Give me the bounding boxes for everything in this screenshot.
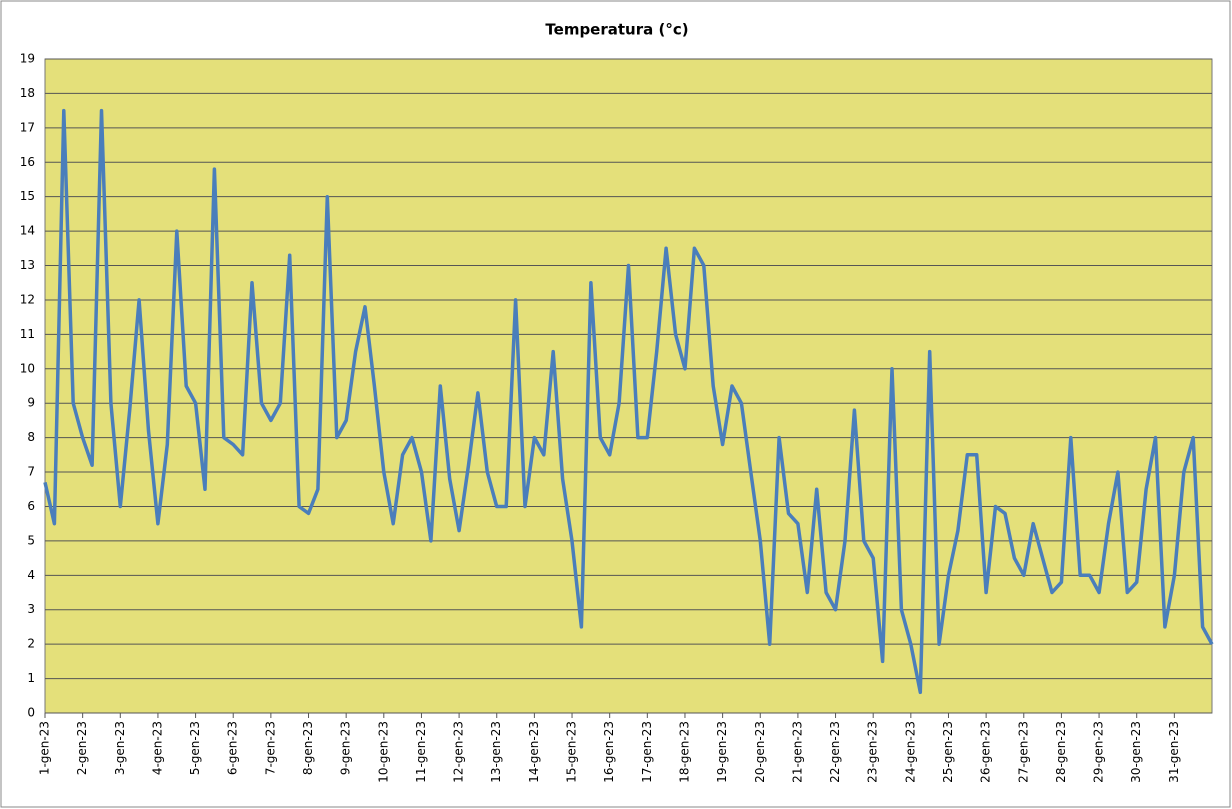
y-tick-label: 18	[20, 86, 35, 100]
x-tick-label: 13-gen-23	[489, 721, 503, 783]
x-tick-label: 10-gen-23	[376, 721, 390, 783]
y-tick-label: 0	[27, 706, 35, 720]
x-tick-label: 11-gen-23	[414, 721, 428, 783]
y-tick-label: 15	[20, 189, 35, 203]
x-tick-label: 2-gen-23	[75, 721, 89, 775]
y-tick-label: 7	[27, 465, 35, 479]
x-tick-label: 25-gen-23	[941, 721, 955, 783]
x-tick-label: 17-gen-23	[640, 721, 654, 783]
x-tick-label: 20-gen-23	[753, 721, 767, 783]
y-tick-label: 9	[27, 396, 35, 410]
y-tick-label: 10	[20, 361, 35, 375]
x-tick-label: 7-gen-23	[263, 721, 277, 775]
x-tick-label: 21-gen-23	[790, 721, 804, 783]
x-tick-label: 9-gen-23	[339, 721, 353, 775]
x-tick-label: 19-gen-23	[715, 721, 729, 783]
x-tick-label: 30-gen-23	[1129, 721, 1143, 783]
y-tick-label: 11	[20, 327, 35, 341]
temperature-line	[43, 108, 1214, 695]
plot-area	[44, 58, 1213, 714]
x-tick-label: 24-gen-23	[903, 721, 917, 783]
y-tick-label: 14	[20, 224, 35, 238]
y-tick-label: 6	[27, 499, 35, 513]
x-tick-label: 22-gen-23	[828, 721, 842, 783]
x-tick-label: 8-gen-23	[301, 721, 315, 775]
x-tick-label: 15-gen-23	[565, 721, 579, 783]
y-tick-label: 4	[27, 568, 35, 582]
x-tick-label: 3-gen-23	[113, 721, 127, 775]
x-tick-label: 28-gen-23	[1054, 721, 1068, 783]
y-tick-label: 1	[27, 671, 35, 685]
x-tick-label: 16-gen-23	[602, 721, 616, 783]
y-tick-label: 19	[20, 52, 35, 66]
x-tick-label: 4-gen-23	[150, 721, 164, 775]
x-tick-label: 1-gen-23	[38, 721, 52, 775]
y-tick-label: 13	[20, 258, 35, 272]
x-tick-label: 18-gen-23	[677, 721, 691, 783]
y-tick-label: 3	[27, 602, 35, 616]
x-tick-label: 12-gen-23	[452, 721, 466, 783]
x-tick-label: 23-gen-23	[866, 721, 880, 783]
y-tick-label: 12	[20, 292, 35, 306]
chart-title: Temperatura (°c)	[545, 21, 688, 39]
x-tick-label: 6-gen-23	[226, 721, 240, 775]
x-tick-label: 14-gen-23	[527, 721, 541, 783]
y-tick-label: 17	[20, 120, 35, 134]
x-tick-label: 26-gen-23	[979, 721, 993, 783]
y-tick-label: 16	[20, 155, 35, 169]
y-tick-label: 8	[27, 430, 35, 444]
x-tick-label: 31-gen-23	[1167, 721, 1181, 783]
x-tick-label: 29-gen-23	[1092, 721, 1106, 783]
y-tick-label: 2	[27, 637, 35, 651]
y-tick-label: 5	[27, 533, 35, 547]
x-tick-label: 5-gen-23	[188, 721, 202, 775]
x-tick-label: 27-gen-23	[1016, 721, 1030, 783]
